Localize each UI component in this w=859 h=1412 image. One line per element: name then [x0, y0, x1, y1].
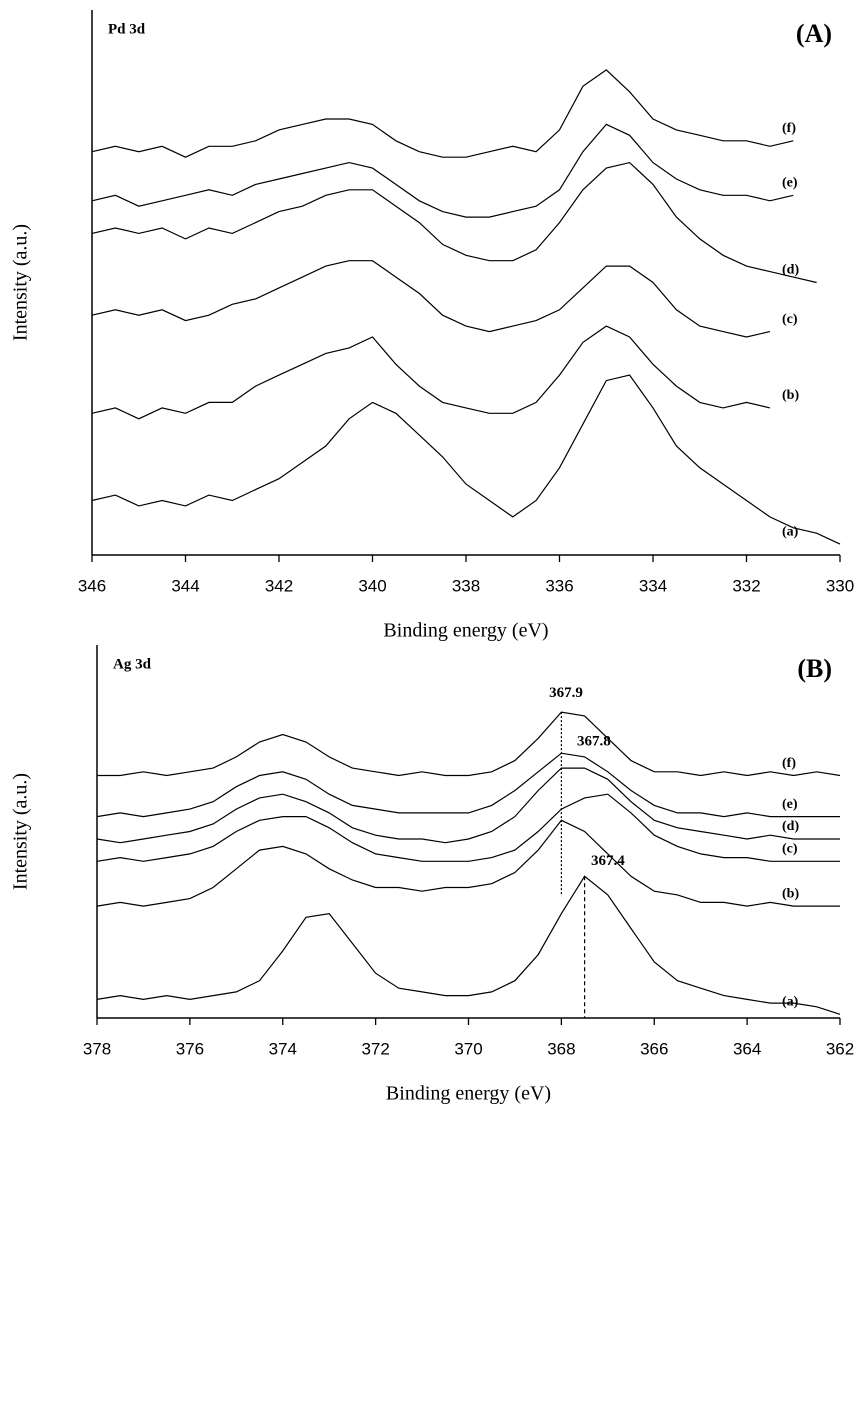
x-tick-label: 344: [171, 576, 199, 595]
series-label: (b): [782, 388, 799, 403]
series-label: (d): [782, 263, 799, 278]
series-label: (c): [782, 312, 798, 327]
series-label: (f): [782, 121, 796, 136]
annotation: 367.8: [577, 733, 611, 749]
x-axis-title: Binding energy (eV): [383, 620, 548, 642]
series-label: (f): [782, 756, 796, 771]
spectrum-line: [96, 767, 840, 844]
x-tick-label: 336: [545, 576, 573, 595]
spectrum-line: [96, 752, 840, 818]
x-tick-label: 364: [733, 1039, 761, 1058]
series-label: (e): [782, 176, 798, 191]
series-label: (c): [782, 842, 798, 857]
x-tick-label: 366: [640, 1039, 668, 1058]
spectrum-line: [96, 793, 840, 862]
series-label: (b): [782, 886, 799, 901]
panel-label: (B): [797, 654, 832, 683]
x-tick-label: 346: [78, 576, 106, 595]
x-tick-label: 334: [639, 576, 667, 595]
x-tick-label: 372: [361, 1039, 389, 1058]
spectrum-line: [91, 325, 771, 420]
spectrum-line: [91, 374, 841, 545]
x-tick-label: 378: [83, 1039, 111, 1058]
x-tick-label: 362: [826, 1039, 854, 1058]
x-tick-label: 368: [547, 1039, 575, 1058]
spectrum-line: [96, 875, 841, 1015]
spectrum-line: [91, 161, 817, 284]
series-label: (d): [782, 819, 799, 834]
y-axis-title: Intensity (a.u.): [10, 224, 32, 341]
y-axis-title: Intensity (a.u.): [10, 773, 32, 890]
annotation: 367.9: [549, 685, 583, 701]
x-tick-label: 330: [826, 576, 854, 595]
x-axis-title: Binding energy (eV): [386, 1083, 551, 1105]
panel-title: Pd 3d: [108, 21, 146, 37]
spectrum-line: [91, 260, 771, 338]
spectrum-line: [96, 819, 840, 907]
spectrum-line: [97, 711, 841, 777]
x-tick-label: 332: [732, 576, 760, 595]
annotation: 367.4: [591, 853, 625, 869]
spectrum-line: [91, 123, 794, 218]
x-tick-label: 376: [176, 1039, 204, 1058]
x-tick-label: 338: [452, 576, 480, 595]
x-tick-label: 370: [454, 1039, 482, 1058]
series-label: (a): [782, 524, 799, 539]
x-tick-label: 342: [265, 576, 293, 595]
x-tick-label: 340: [358, 576, 386, 595]
panel-title: Ag 3d: [113, 656, 152, 672]
spectrum-line: [91, 69, 794, 158]
series-label: (a): [782, 994, 799, 1009]
panel-label: (A): [796, 19, 832, 48]
x-tick-label: 374: [269, 1039, 297, 1058]
series-label: (e): [782, 797, 798, 812]
